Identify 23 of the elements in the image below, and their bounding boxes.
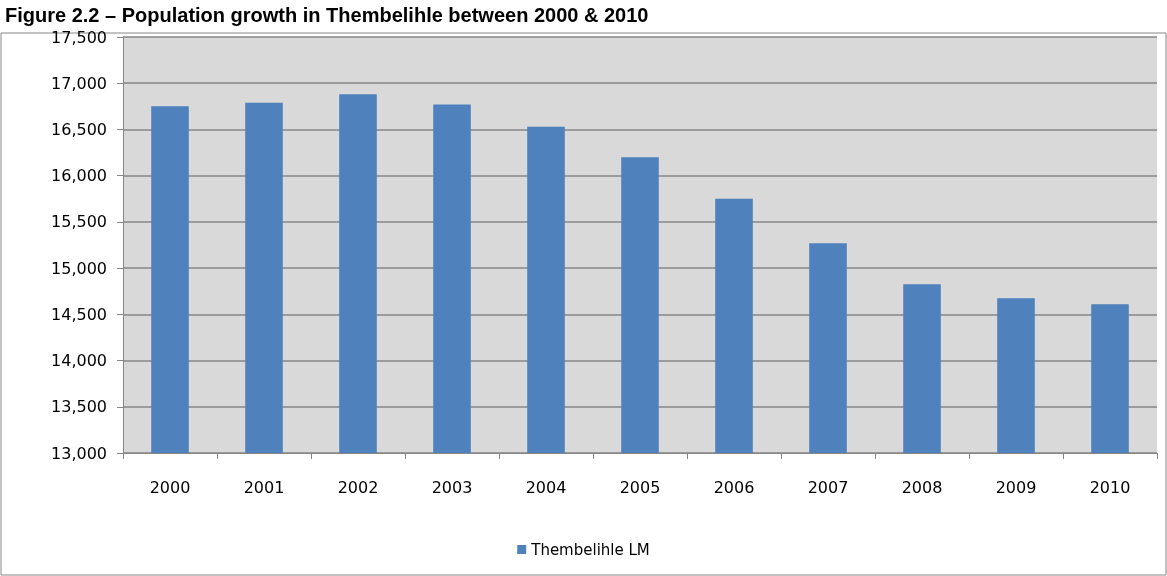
y-tick-label: 13,500 (51, 397, 107, 417)
y-tick-label: 16,500 (51, 119, 107, 139)
legend-label: Thembelihle LM (530, 540, 650, 559)
x-tick-label: 2001 (243, 477, 285, 497)
y-tick-label: 16,000 (51, 166, 107, 186)
x-tick-label: 2002 (337, 477, 379, 497)
chart-title: Figure 2.2 – Population growth in Thembelihle between 2000 & 2010 (5, 4, 649, 26)
x-tick-label: 2010 (1089, 477, 1131, 497)
y-tick-label: 15,500 (51, 212, 107, 232)
x-tick-label: 2000 (149, 477, 191, 497)
x-tick-label: 2007 (807, 477, 849, 497)
x-tick-label: 2006 (713, 477, 755, 497)
y-tick-label: 17,000 (51, 73, 107, 93)
x-tick-label: 2004 (525, 477, 567, 497)
y-tick-label: 17,500 (51, 27, 107, 47)
x-tick-label: 2008 (901, 477, 943, 497)
y-tick-label: 15,000 (51, 258, 107, 278)
x-tick-label: 2005 (619, 477, 661, 497)
y-tick-label: 13,000 (51, 443, 107, 463)
y-tick-label: 14,000 (51, 351, 107, 371)
y-tick-label: 14,500 (51, 304, 107, 324)
x-tick-label: 2003 (431, 477, 473, 497)
x-tick-label: 2009 (995, 477, 1037, 497)
